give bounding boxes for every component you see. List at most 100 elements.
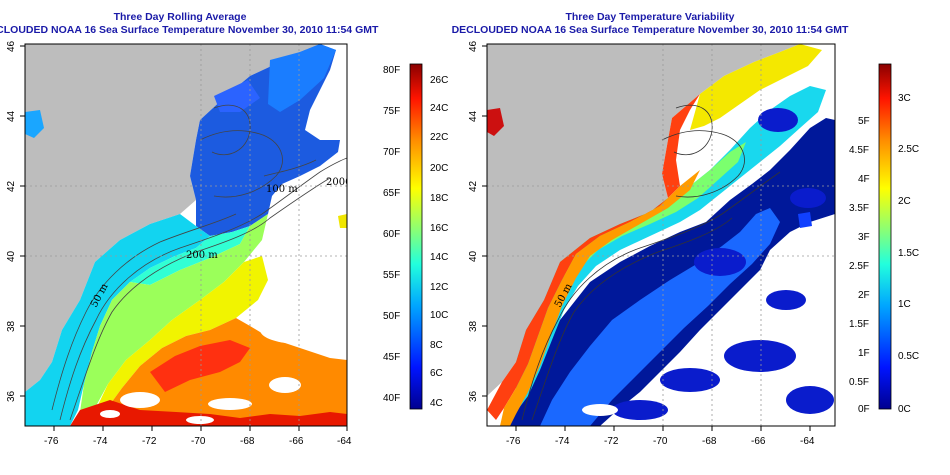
left-cb-f-label: 65F	[383, 188, 400, 199]
left-y-tick-labels: 46 44 42 40 38 36	[6, 40, 17, 402]
left-x-tick: -74	[93, 436, 108, 447]
right-cb-c-label: 3C	[898, 93, 911, 104]
right-cb-c-label: 2C	[898, 196, 911, 207]
right-colorbar-f-labels: 5F 4.5F 4F 3.5F 3F 2.5F 2F 1.5F 1F 0.5F …	[849, 116, 870, 415]
right-map-shelf-yellow	[690, 44, 822, 130]
right-y-tick: 38	[468, 320, 479, 332]
left-map-graticule	[25, 44, 347, 426]
left-colorbar-f-labels: 80F 75F 70F 65F 60F 55F 50F 45F 40F	[383, 65, 400, 404]
right-x-tick: -72	[604, 436, 619, 447]
left-y-tick: 38	[6, 320, 17, 332]
right-map-coastal-high	[487, 94, 700, 420]
left-map-frame	[24, 43, 348, 427]
right-cb-f-label: 2F	[858, 290, 870, 301]
right-x-tick: -64	[800, 436, 815, 447]
left-x-axis	[53, 426, 348, 431]
left-cb-c-label: 18C	[430, 193, 448, 204]
left-cb-c-label: 8C	[430, 340, 443, 351]
right-y-tick: 36	[468, 390, 479, 402]
right-x-tick-labels: -76 -74 -72 -70 -68 -66 -64	[506, 436, 815, 447]
right-cb-c-label: 1.5C	[898, 248, 919, 259]
right-cb-c-label: 0C	[898, 404, 911, 415]
right-cb-f-label: 3F	[858, 232, 870, 243]
left-y-tick: 42	[6, 180, 17, 192]
right-map-cloud-holes	[582, 240, 818, 421]
right-map-coastal-orange	[500, 170, 700, 426]
right-x-tick: -74	[555, 436, 570, 447]
right-y-tick: 44	[468, 110, 479, 122]
left-map-nova-scotia-blue-patch	[25, 110, 44, 138]
right-cb-f-label: 1.5F	[849, 319, 869, 330]
left-title-line2: DECLOUDED NOAA 16 Sea Surface Temperatur…	[0, 24, 379, 36]
left-map-offshore-yellow-patch	[338, 214, 347, 228]
right-title-line2: DECLOUDED NOAA 16 Sea Surface Temperatur…	[451, 24, 849, 36]
right-colorbar-c-labels: 3C 2.5C 2C 1.5C 1C 0.5C 0C	[898, 93, 919, 415]
right-cb-f-label: 3.5F	[849, 203, 869, 214]
left-cb-f-label: 70F	[383, 147, 400, 158]
right-cb-f-label: 0.5F	[849, 377, 869, 388]
left-map-shelf-cyan	[25, 214, 210, 426]
right-colorbar	[878, 63, 892, 410]
left-x-tick: -72	[142, 436, 157, 447]
left-contour-label-200m: 200 m	[186, 250, 218, 261]
left-cb-c-label: 4C	[430, 398, 443, 409]
right-map-shelf-cyan	[516, 86, 826, 412]
right-y-axis	[482, 45, 487, 397]
left-cb-c-label: 16C	[430, 223, 448, 234]
right-x-tick: -70	[653, 436, 668, 447]
left-map-bathymetry-contours	[51, 104, 347, 421]
left-title-line1: Three Day Rolling Average	[113, 11, 247, 23]
left-x-tick: -70	[191, 436, 206, 447]
right-y-tick: 46	[468, 40, 479, 52]
right-map-graticule	[487, 44, 835, 426]
left-x-tick: -66	[289, 436, 304, 447]
left-colorbar-c-labels: 26C 24C 22C 20C 18C 16C 14C 12C 10C 8C 6…	[430, 75, 448, 409]
right-y-tick: 42	[468, 180, 479, 192]
left-map-gulf-stream-red	[150, 340, 250, 392]
left-y-axis	[20, 45, 25, 397]
right-cb-f-label: 4F	[858, 174, 870, 185]
left-y-tick: 36	[6, 390, 17, 402]
right-map-nova-scotia-patch	[487, 108, 504, 136]
right-y-tick: 40	[468, 250, 479, 262]
right-map-low-variability	[500, 118, 835, 426]
right-title-line1: Three Day Temperature Variability	[565, 11, 735, 23]
left-cb-f-label: 40F	[383, 393, 400, 404]
right-cb-f-label: 2.5F	[849, 261, 869, 272]
left-cb-c-label: 24C	[430, 103, 448, 114]
right-cb-c-label: 2.5C	[898, 144, 919, 155]
left-cb-f-label: 60F	[383, 229, 400, 240]
right-map: 50 m	[487, 44, 835, 426]
left-cb-f-label: 45F	[383, 352, 400, 363]
left-map-northern-blue-patch	[214, 80, 260, 112]
left-map: 2000 m 200 m 50 m 100 m	[25, 44, 365, 426]
left-cb-f-label: 75F	[383, 106, 400, 117]
right-map-offshore-blue-patch	[798, 212, 812, 228]
left-map-title: Three Day Rolling Average DECLOUDED NOAA…	[0, 11, 378, 37]
right-x-tick: -76	[506, 436, 521, 447]
left-map-nova-scotia-shelf	[268, 44, 336, 112]
left-x-tick: -64	[337, 436, 352, 447]
left-x-tick: -76	[44, 436, 59, 447]
left-cb-c-label: 14C	[430, 252, 448, 263]
left-cb-c-label: 12C	[430, 282, 448, 293]
left-cb-f-label: 80F	[383, 65, 400, 76]
left-colorbar	[409, 63, 423, 410]
left-cb-f-label: 50F	[383, 311, 400, 322]
left-x-tick-labels: -76 -74 -72 -70 -68 -66 -64	[44, 436, 352, 447]
right-x-tick: -68	[702, 436, 717, 447]
left-map-slope-green	[78, 214, 268, 426]
left-x-tick: -68	[240, 436, 255, 447]
right-x-tick: -66	[751, 436, 766, 447]
right-map-bathymetry-contours	[521, 104, 781, 421]
left-cb-c-label: 20C	[430, 163, 448, 174]
right-cb-c-label: 0.5C	[898, 351, 919, 362]
right-map-title: Three Day Temperature Variability DECLOU…	[452, 11, 849, 37]
left-cb-c-label: 6C	[430, 368, 443, 379]
right-cb-f-label: 5F	[858, 116, 870, 127]
right-x-axis	[515, 426, 811, 431]
right-y-tick-labels: 46 44 42 40 38 36	[468, 40, 479, 402]
left-contour-label-2000m: 2000 m	[326, 177, 365, 188]
left-cb-f-label: 55F	[383, 270, 400, 281]
left-map-cloud-holes	[100, 276, 347, 424]
